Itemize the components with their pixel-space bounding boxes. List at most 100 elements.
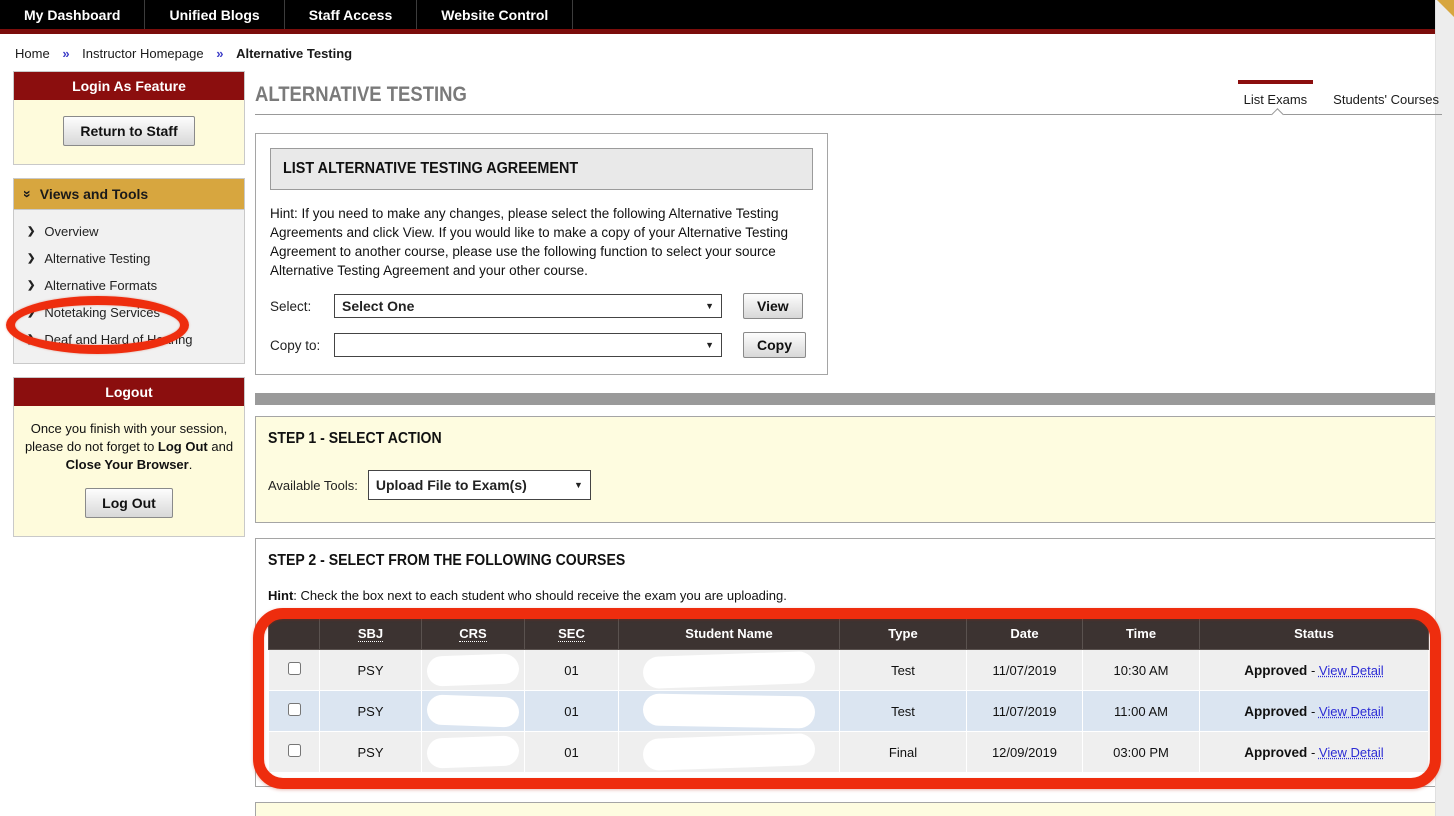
dropdown-arrow-icon: ▼ — [705, 340, 714, 350]
views-and-tools-title: Views and Tools — [39, 186, 149, 202]
step2-hint-text: Hint: Check the box next to each student… — [268, 588, 787, 603]
nav-item-my-dashboard[interactable]: My Dashboard — [0, 0, 146, 29]
return-to-staff-button[interactable]: Return to Staff — [63, 116, 195, 146]
cell-student-name — [618, 690, 840, 732]
redaction-blob — [642, 651, 816, 689]
view-detail-link[interactable]: View Detail — [1318, 662, 1384, 678]
breadcrumb-separator-icon: » — [62, 46, 70, 61]
copy-to-select-dropdown[interactable]: ▼ — [334, 333, 722, 357]
dropdown-arrow-icon: ▼ — [705, 301, 714, 311]
header-checkbox-column — [268, 617, 320, 650]
chevron-right-icon: ❯ — [27, 280, 36, 291]
sec-sort-link[interactable]: SEC — [558, 626, 585, 642]
cell-crs — [421, 731, 525, 773]
chevron-right-icon: ❯ — [27, 307, 36, 318]
main-content: ALTERNATIVE TESTING List Exams Students'… — [253, 71, 1449, 816]
agreement-select-dropdown[interactable]: Select One ▼ — [334, 294, 722, 318]
sidebar-item-label: Alternative Testing — [44, 251, 151, 266]
sidebar-item-alternative-testing[interactable]: ❯ Alternative Testing — [14, 245, 244, 272]
logout-header: Logout — [14, 378, 244, 406]
list-agreement-panel: LIST ALTERNATIVE TESTING AGREEMENT Hint:… — [255, 133, 828, 375]
view-button[interactable]: View — [743, 293, 803, 319]
step3-panel: STEP 3 - CONFIRMATION — [255, 802, 1442, 816]
table-row: PSY 01 Final 12/09/2019 03:00 PM Approve… — [268, 731, 1429, 773]
available-tools-label: Available Tools: — [268, 477, 358, 493]
nav-item-website-control[interactable]: Website Control — [417, 0, 574, 29]
cell-type: Test — [839, 649, 967, 691]
cell-sec: 01 — [524, 649, 619, 691]
cell-sbj: PSY — [319, 649, 422, 691]
log-out-button[interactable]: Log Out — [85, 488, 173, 518]
crs-sort-link[interactable]: CRS — [459, 626, 487, 642]
cell-time: 10:30 AM — [1082, 649, 1200, 691]
redaction-blob — [426, 694, 520, 728]
header-crs: CRS — [421, 617, 525, 650]
chevron-right-icon: ❯ — [27, 226, 36, 237]
logout-instructions: Once you finish with your session, pleas… — [24, 421, 234, 472]
row-checkbox[interactable] — [287, 662, 301, 675]
chevron-right-icon: ❯ — [27, 253, 36, 264]
sidebar-item-notetaking-services[interactable]: ❯ Notetaking Services — [14, 299, 244, 326]
redaction-blob — [642, 733, 816, 771]
cell-date: 12/09/2019 — [966, 731, 1083, 773]
dropdown-arrow-icon: ▼ — [573, 480, 583, 490]
available-tools-value: Upload File to Exam(s) — [375, 477, 527, 493]
available-tools-dropdown[interactable]: Upload File to Exam(s) ▼ — [367, 470, 591, 500]
breadcrumb-instructor-homepage[interactable]: Instructor Homepage — [82, 46, 204, 61]
sidebar-item-label: Overview — [44, 224, 99, 239]
redaction-blob — [642, 693, 816, 729]
row-checkbox[interactable] — [287, 744, 301, 757]
header-student-name: Student Name — [618, 617, 840, 650]
view-detail-link[interactable]: View Detail — [1318, 744, 1384, 760]
sidebar: Login As Feature Return to Staff » Views… — [6, 71, 245, 816]
logout-box: Logout Once you finish with your session… — [13, 377, 245, 537]
cell-sbj: PSY — [319, 690, 422, 732]
list-agreement-header: LIST ALTERNATIVE TESTING AGREEMENT — [270, 148, 813, 190]
copy-button[interactable]: Copy — [743, 332, 806, 358]
redaction-blob — [426, 735, 520, 769]
cell-type: Test — [839, 690, 967, 732]
tab-students-courses[interactable]: Students' Courses — [1333, 92, 1439, 107]
views-and-tools-menu: ❯ Overview ❯ Alternative Testing ❯ Alter… — [13, 209, 245, 364]
views-and-tools-box: » Views and Tools ❯ Overview ❯ Alternati… — [13, 178, 245, 364]
view-tabs: List Exams Students' Courses — [1237, 80, 1439, 107]
login-as-feature-box: Login As Feature Return to Staff — [13, 71, 245, 165]
sidebar-item-alternative-formats[interactable]: ❯ Alternative Formats — [14, 272, 244, 299]
top-nav-bar: My Dashboard Unified Blogs Staff Access … — [0, 0, 1435, 34]
step2-panel: STEP 2 - SELECT FROM THE FOLLOWING COURS… — [253, 538, 1442, 789]
header-time: Time — [1082, 617, 1200, 650]
sidebar-item-overview[interactable]: ❯ Overview — [14, 218, 244, 245]
view-detail-link[interactable]: View Detail — [1318, 703, 1384, 719]
header-sec: SEC — [524, 617, 619, 650]
cell-crs — [421, 649, 525, 691]
section-divider-bar — [255, 393, 1442, 405]
cell-sec: 01 — [524, 731, 619, 773]
agreement-select-value: Select One — [342, 298, 415, 314]
agreement-hint-text: Hint: If you need to make any changes, p… — [270, 206, 789, 278]
header-type: Type — [839, 617, 967, 650]
cell-sbj: PSY — [319, 731, 422, 773]
sidebar-item-deaf-and-hard-of-hearing[interactable]: ❯ Deaf and Hard of Hearing — [14, 326, 244, 353]
active-tab-caret — [1271, 108, 1284, 121]
tab-list-exams[interactable]: List Exams — [1237, 80, 1313, 107]
sbj-sort-link[interactable]: SBJ — [357, 626, 384, 642]
sidebar-item-label: Alternative Formats — [44, 278, 158, 293]
views-and-tools-header[interactable]: » Views and Tools — [13, 178, 245, 209]
row-checkbox[interactable] — [287, 703, 301, 716]
scrollbar-track[interactable] — [1435, 0, 1454, 816]
header-status: Status — [1199, 617, 1429, 650]
breadcrumb-home[interactable]: Home — [15, 46, 50, 61]
cell-student-name — [618, 649, 840, 691]
page-title: ALTERNATIVE TESTING — [255, 83, 467, 106]
cell-sec: 01 — [524, 690, 619, 732]
step2-title: STEP 2 - SELECT FROM THE FOLLOWING COURS… — [268, 552, 626, 569]
copy-to-label: Copy to: — [270, 337, 321, 353]
login-as-feature-header: Login As Feature — [14, 72, 244, 100]
sidebar-item-label: Notetaking Services — [44, 305, 161, 320]
cell-status: Approved - View Detail — [1199, 690, 1429, 732]
nav-item-unified-blogs[interactable]: Unified Blogs — [145, 0, 285, 29]
nav-item-staff-access[interactable]: Staff Access — [285, 0, 418, 29]
breadcrumb: Home » Instructor Homepage » Alternative… — [0, 34, 1454, 71]
cell-status: Approved - View Detail — [1199, 731, 1429, 773]
exams-table: SBJ CRS SEC Student Name Type Date Time … — [268, 617, 1429, 773]
